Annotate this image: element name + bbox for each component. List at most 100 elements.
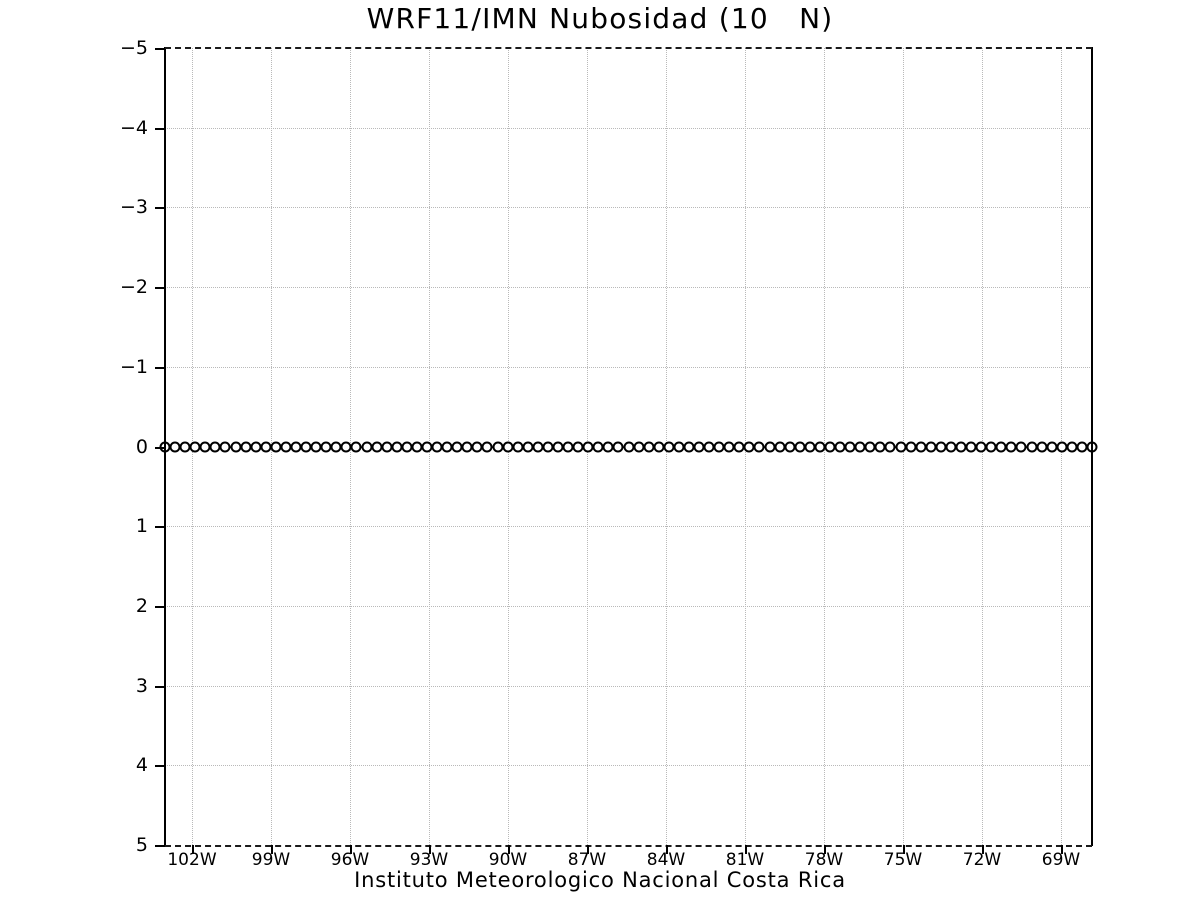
x-tick-label: 99W [251,850,291,870]
data-point-marker [784,441,796,452]
data-point-marker [461,441,473,452]
data-point-marker [1066,441,1078,452]
data-point-marker [834,441,846,452]
data-point-marker [864,441,876,452]
data-point-marker [1046,441,1058,452]
data-point-marker [743,441,755,452]
gridline-horizontal [165,765,1092,767]
data-point-marker [230,441,242,452]
data-point-marker [532,441,544,452]
x-tick-mark [271,845,273,854]
data-point-marker [522,441,534,452]
data-point-marker [673,441,685,452]
axis-right-spine [1091,47,1093,846]
data-point-marker [874,441,886,452]
data-point-marker [169,441,181,452]
y-tick-mark [155,526,165,529]
plot-area [159,48,1098,845]
data-point-marker [703,441,715,452]
data-point-marker [371,441,383,452]
axis-bottom-spine [165,845,1092,847]
data-point-marker [995,441,1007,452]
y-tick-mark [155,685,165,688]
data-point-marker [612,441,624,452]
data-point-marker [985,441,997,452]
y-tick-mark [155,287,165,290]
axis-top-spine [165,47,1092,49]
data-point-marker [1026,441,1038,452]
x-tick-label: 81W [725,850,765,870]
y-tick-label: 1 [135,515,148,538]
data-point-marker [804,441,816,452]
data-point-marker [270,441,282,452]
data-point-marker [794,441,806,452]
x-tick-mark [192,845,194,854]
data-point-marker [219,441,231,452]
data-point-marker [824,441,836,452]
gridline-horizontal [165,526,1092,528]
data-point-marker [250,441,262,452]
x-tick-label: 84W [646,850,686,870]
y-tick-mark [155,48,165,50]
data-point-marker [320,441,332,452]
x-tick-mark [982,845,984,854]
y-tick-label: 0 [135,435,148,458]
data-point-marker [1005,441,1017,452]
y-tick-label: 4 [135,754,148,777]
data-point-marker [330,441,342,452]
data-point-marker [602,441,614,452]
y-tick-mark [155,845,165,847]
data-point-marker [401,441,413,452]
x-tick-mark [903,845,905,854]
data-point-marker [643,441,655,452]
data-point-marker [381,441,393,452]
x-tick-mark [429,845,431,854]
data-point-marker [895,441,907,452]
x-tick-mark [587,845,589,854]
data-point-marker [179,441,191,452]
data-point-marker [280,441,292,452]
data-point-marker [623,441,634,452]
data-point-marker [884,441,896,452]
data-point-marker [240,441,252,452]
gridline-horizontal [165,207,1092,209]
data-point-marker [814,441,826,452]
data-point-marker [300,441,312,452]
data-point-marker [471,441,483,452]
data-point-marker [1015,441,1027,452]
x-tick-label: 87W [567,850,607,870]
data-point-marker [945,441,957,452]
data-point-marker [582,441,594,452]
y-tick-label: −1 [119,355,148,378]
footer-caption: Instituto Meteorologico Nacional Costa R… [354,868,846,892]
x-tick-label: 72W [962,850,1002,870]
x-tick-mark [824,845,826,854]
y-tick-label: −5 [119,37,148,59]
axis-left-spine [164,47,166,846]
x-tick-label: 78W [804,850,844,870]
data-point-marker [512,441,524,452]
data-point-marker [492,441,503,452]
data-point-marker [935,441,947,452]
data-point-marker [955,441,967,452]
x-tick-mark [508,845,510,854]
y-tick-label: 2 [135,594,148,617]
gridline-horizontal [165,366,1092,368]
data-point-marker [653,441,665,452]
x-tick-mark [666,845,668,854]
data-point-marker [683,441,695,452]
data-point-marker [411,441,423,452]
data-point-marker [965,441,977,452]
gridline-horizontal [165,287,1092,289]
data-point-marker [905,441,917,452]
x-tick-mark [745,845,747,854]
x-tick-label: 90W [488,850,528,870]
y-tick-mark [155,765,165,768]
data-point-marker [199,441,211,452]
y-tick-mark [155,446,165,449]
data-point-marker [260,441,272,452]
data-point-marker [1056,441,1068,452]
y-tick-mark [155,207,165,210]
data-point-marker [693,441,705,452]
data-point-marker [431,441,443,452]
